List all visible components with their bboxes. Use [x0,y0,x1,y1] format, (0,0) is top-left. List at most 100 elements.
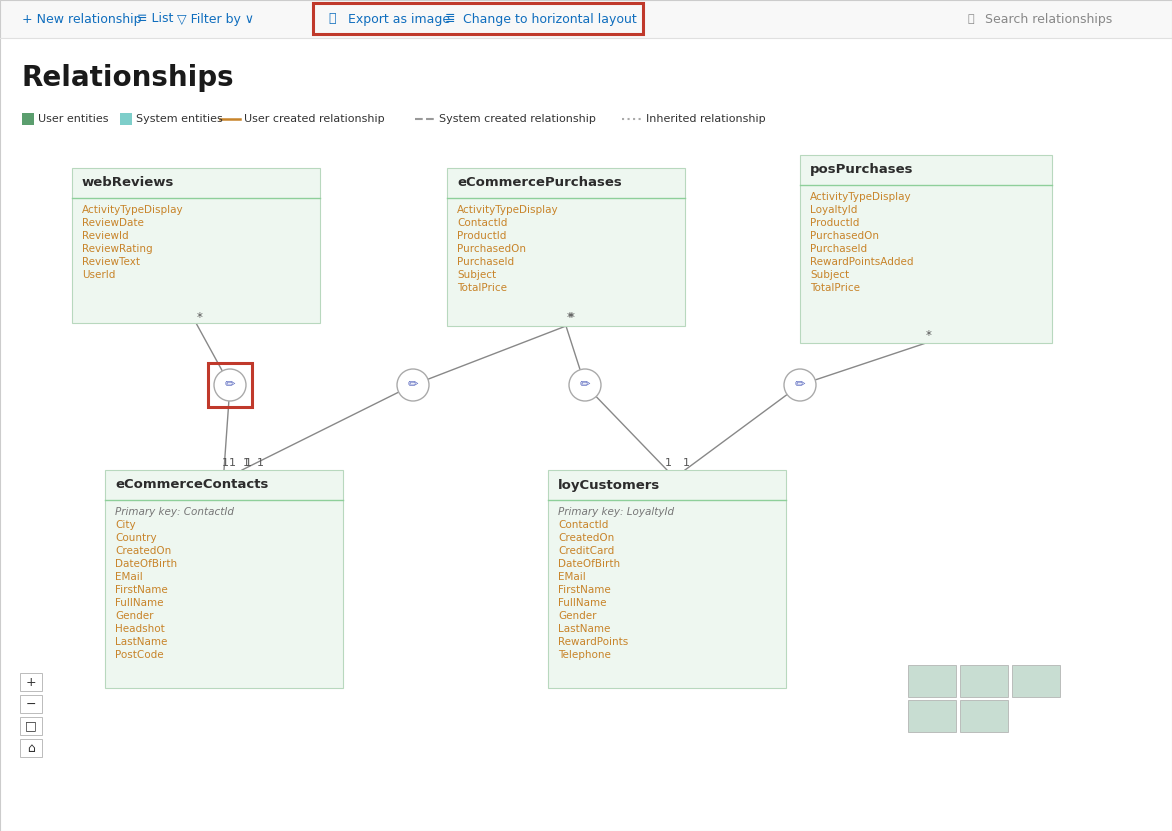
Bar [1011,665,1059,697]
Text: webReviews: webReviews [82,176,175,189]
Text: LastName: LastName [115,637,168,647]
Text: *: * [570,312,575,324]
Text: 1: 1 [682,458,689,468]
Text: ReviewDate: ReviewDate [82,218,144,228]
Text: loyCustomers: loyCustomers [558,479,660,491]
Bar [960,665,1008,697]
Text: City: City [115,520,136,530]
Text: 1: 1 [229,458,236,468]
Bar [20,695,42,713]
Text: PurchaseId: PurchaseId [457,257,515,267]
Text: PostCode: PostCode [115,650,164,660]
Text: eCommerceContacts: eCommerceContacts [115,479,268,491]
Text: PurchasedOn: PurchasedOn [810,231,879,241]
Text: ReviewRating: ReviewRating [82,244,152,254]
Text: + New relationship: + New relationship [22,12,142,26]
Bar [105,470,343,688]
Text: ReviewText: ReviewText [82,257,139,267]
Text: FirstName: FirstName [558,585,611,595]
Text: Telephone: Telephone [558,650,611,660]
Text: Export as image: Export as image [348,12,450,26]
Bar [0,0,1172,38]
Bar [960,700,1008,732]
Text: 🖼: 🖼 [328,12,335,26]
Text: PurchaseId: PurchaseId [810,244,867,254]
Circle shape [784,369,816,401]
Text: EMail: EMail [558,572,586,582]
Bar [800,155,1052,343]
Text: Gender: Gender [115,611,154,621]
Circle shape [397,369,429,401]
Text: 1: 1 [222,458,229,468]
Text: □: □ [25,720,36,732]
Bar [207,363,252,407]
Text: System created relationship: System created relationship [440,114,595,124]
Text: Country: Country [115,533,157,543]
Text: Relationships: Relationships [22,64,234,92]
Text: +: + [26,676,36,689]
Text: User entities: User entities [38,114,109,124]
Bar [313,3,643,34]
Text: Subject: Subject [810,270,850,280]
Text: Gender: Gender [558,611,597,621]
Text: 1: 1 [245,458,252,468]
Text: ReviewId: ReviewId [82,231,129,241]
Text: ContactId: ContactId [457,218,507,228]
Text: ✏: ✏ [225,378,236,391]
Text: ✏: ✏ [580,378,591,391]
Text: Inherited relationship: Inherited relationship [646,114,765,124]
Text: ContactId: ContactId [558,520,608,530]
Text: −: − [26,697,36,711]
Text: LoyaltyId: LoyaltyId [810,205,858,215]
Text: Subject: Subject [457,270,496,280]
Text: ▽ Filter by ∨: ▽ Filter by ∨ [177,12,254,26]
Text: Search relationships: Search relationships [984,12,1112,26]
Bar [20,739,42,757]
Text: TotalPrice: TotalPrice [457,283,507,293]
Bar [120,113,132,125]
Bar [22,113,34,125]
Bar [908,700,956,732]
Bar [908,665,956,697]
Text: CreditCard: CreditCard [558,546,614,556]
Text: CreatedOn: CreatedOn [558,533,614,543]
Bar [548,470,786,688]
Text: DateOfBirth: DateOfBirth [115,559,177,569]
Text: DateOfBirth: DateOfBirth [558,559,620,569]
Text: RewardPointsAdded: RewardPointsAdded [810,257,913,267]
Text: ProductId: ProductId [457,231,506,241]
Text: 1: 1 [243,458,250,468]
Bar [20,717,42,735]
Text: User created relationship: User created relationship [244,114,384,124]
Text: RewardPoints: RewardPoints [558,637,628,647]
Text: LastName: LastName [558,624,611,634]
Text: 1: 1 [257,458,264,468]
Text: ≣: ≣ [445,12,456,26]
Text: *: * [926,328,932,342]
Text: PurchasedOn: PurchasedOn [457,244,526,254]
Text: ActivityTypeDisplay: ActivityTypeDisplay [457,205,559,215]
Text: *: * [197,311,203,323]
Text: FullName: FullName [558,598,606,608]
Text: System entities: System entities [136,114,223,124]
Text: ActivityTypeDisplay: ActivityTypeDisplay [810,192,912,202]
Text: ActivityTypeDisplay: ActivityTypeDisplay [82,205,184,215]
Text: EMail: EMail [115,572,143,582]
Text: 🔍: 🔍 [967,14,974,24]
Text: eCommercePurchases: eCommercePurchases [457,176,622,189]
Text: ✏: ✏ [408,378,418,391]
Text: ProductId: ProductId [810,218,859,228]
Text: ✏: ✏ [795,378,805,391]
Text: ⌂: ⌂ [27,741,35,755]
Text: Change to horizontal layout: Change to horizontal layout [463,12,636,26]
Bar [447,168,684,326]
Text: UserId: UserId [82,270,115,280]
Text: posPurchases: posPurchases [810,164,913,176]
Circle shape [568,369,601,401]
Text: ≡ List: ≡ List [137,12,173,26]
Text: Primary key: LoyaltyId: Primary key: LoyaltyId [558,507,674,517]
Bar [71,168,320,323]
Text: FullName: FullName [115,598,164,608]
Text: 1: 1 [665,458,672,468]
Text: *: * [567,312,573,324]
